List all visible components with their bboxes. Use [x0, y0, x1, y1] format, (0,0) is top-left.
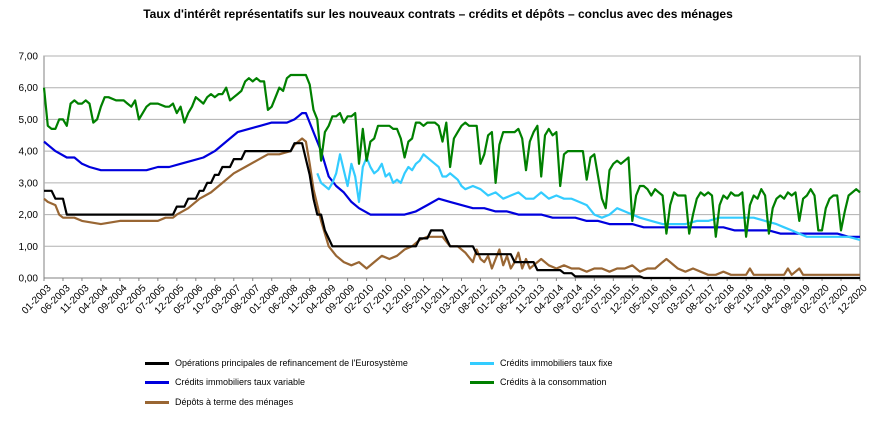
gridlines — [44, 55, 860, 247]
y-tick-label: 1,00 — [19, 242, 39, 253]
series-line-0 — [44, 142, 860, 280]
series-line-4 — [43, 137, 860, 276]
chart-title: Taux d'intérêt représentatifs sur les no… — [143, 7, 733, 21]
y-tick-label: 0,00 — [19, 274, 39, 285]
y-tick-label: 7,00 — [19, 52, 39, 63]
y-tick-label: 4,00 — [19, 147, 39, 158]
y-axis: 0,00 1,00 2,00 3,00 4,00 5,00 6,00 7,00 — [19, 52, 39, 285]
series-line-3 — [42, 73, 861, 238]
series-lines — [42, 73, 861, 280]
series-line-1 — [316, 153, 861, 241]
y-tick-label: 6,00 — [19, 83, 39, 94]
y-tick-label: 2,00 — [19, 210, 39, 221]
y-tick-label: 5,00 — [19, 115, 39, 126]
y-tick-label: 3,00 — [19, 178, 39, 189]
series-line-2 — [43, 111, 860, 238]
x-axis: 01-200306-200311-200304-200409-200402-20… — [20, 278, 870, 317]
plot-area — [43, 55, 861, 279]
